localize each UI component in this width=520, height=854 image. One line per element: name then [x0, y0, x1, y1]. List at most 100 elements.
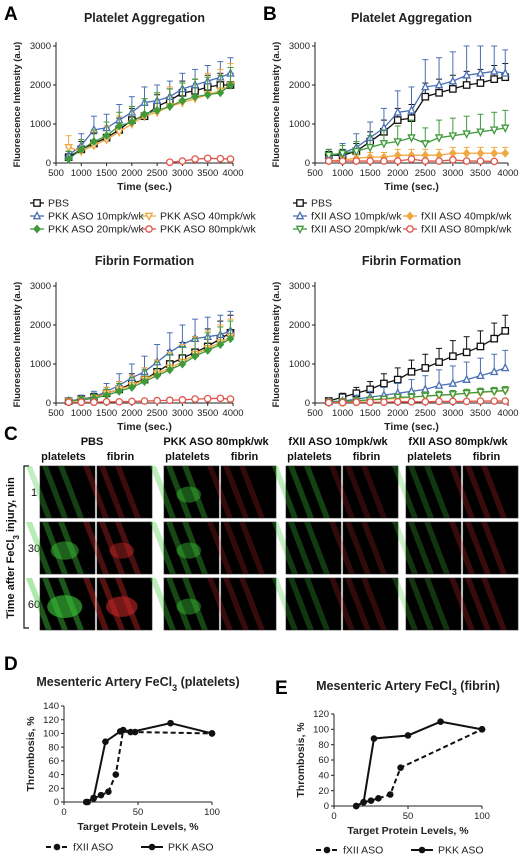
panel-letter-d: D [4, 654, 18, 675]
image-background [164, 522, 219, 574]
x-tick-label: 3500 [470, 408, 491, 419]
vessel-stripe [207, 466, 233, 518]
data-point [203, 394, 212, 403]
y-axis-label: Fluorescence Intensity (a.u) [271, 282, 282, 408]
vessel-stripe [481, 466, 507, 518]
column-label-platelets: platelets [165, 451, 210, 463]
image-background [221, 522, 276, 574]
y-tick-label: 1000 [289, 359, 310, 370]
image-frame [462, 577, 519, 631]
y-tick-label: 80 [48, 742, 59, 753]
series-line [68, 330, 231, 402]
vessel-stripe [99, 466, 125, 518]
image-frame [163, 521, 220, 575]
data-point [435, 358, 443, 366]
platelets-image [392, 577, 462, 631]
platelets-image [150, 465, 220, 519]
data-point [112, 771, 120, 778]
x-axis-label: Time (sec.) [117, 181, 172, 193]
data-point [203, 345, 212, 355]
thrombus [50, 541, 79, 560]
data-point [421, 384, 430, 393]
chart-mesenteric-platelets: Mesenteric Artery FeCl3 (platelets) 0 20 40… [25, 675, 240, 854]
platelets-image [150, 577, 220, 631]
x-tick-label: 500 [307, 168, 323, 179]
chart-platelet-aggregation-pkk: Platelet Aggregation 0 1000 2000 3000 500 1000… [12, 11, 256, 236]
image-background [40, 466, 95, 518]
image-frame [39, 465, 96, 519]
data-point [407, 397, 416, 406]
data-point [490, 397, 499, 405]
image-frame [96, 521, 153, 575]
data-point [216, 340, 225, 349]
chart-title-rest: (fibrin) [457, 679, 500, 693]
vessel-stripe [150, 522, 176, 574]
vessel-stripe [481, 522, 507, 574]
data-point [490, 334, 499, 343]
data-point [393, 157, 402, 165]
data-point [140, 377, 149, 387]
chart-mesenteric-fibrin: Mesenteric Artery FeCl3 (fibrin) 0 20 40 60 8… [295, 679, 500, 854]
x-tick-label: 3500 [197, 168, 218, 179]
legend-label: fXII ASO 20mpk/wk [311, 224, 402, 236]
data-point [435, 397, 443, 406]
data-point [437, 718, 444, 725]
fibrin-image [449, 521, 519, 575]
data-point [462, 148, 471, 158]
vessel-stripe [182, 522, 208, 574]
platelets-image [26, 577, 96, 631]
y-tick-label: 3000 [30, 41, 51, 52]
data-point [476, 68, 485, 77]
data-point [366, 398, 374, 407]
row-label-1: 1 [31, 487, 37, 499]
data-point [102, 397, 111, 406]
x-tick-label: 1000 [332, 408, 353, 419]
vessel-stripe [166, 578, 192, 630]
legend-marker [32, 210, 42, 220]
vessel-stripe [223, 522, 249, 574]
legend-label: PKK ASO 20mpk/wk [48, 224, 144, 236]
vessel-stripe [223, 466, 249, 518]
group-title: PKK ASO 80mpk/wk [163, 436, 269, 448]
thrombus [176, 542, 202, 559]
image-background [164, 578, 219, 630]
image-background [463, 522, 518, 574]
data-point [393, 397, 402, 406]
group-title: PBS [81, 436, 104, 448]
image-background [406, 578, 461, 630]
vessel-stripe [42, 522, 68, 574]
vessel-stripe [408, 522, 434, 574]
fibrin-image [207, 521, 277, 575]
data-point [380, 379, 388, 388]
data-point [167, 719, 174, 727]
legend-label: fXII ASO 80mpk/wk [421, 224, 512, 236]
vessel-stripe [182, 466, 208, 518]
y-tick-label: 20 [318, 786, 329, 797]
x-tick-label: 100 [474, 811, 490, 822]
series-fxii-aso-20mpk-wk [324, 109, 510, 161]
image-frame [220, 521, 277, 575]
fibrin-image [83, 465, 153, 519]
image-background [286, 466, 341, 518]
x-tick-label: 500 [307, 408, 323, 419]
platelets-image [392, 465, 462, 519]
x-tick-label: 500 [48, 408, 64, 419]
legend-label: fXII ASO [73, 842, 113, 854]
vessel-stripe [115, 522, 141, 574]
y-tick-label: 0 [305, 158, 310, 169]
vessel-stripe [392, 522, 418, 574]
data-point [324, 398, 333, 407]
vessel-stripe [115, 466, 141, 518]
column-label-platelets: platelets [41, 451, 86, 463]
chart-title: Fibrin Formation [362, 254, 461, 268]
x-tick-label: 2500 [147, 408, 168, 419]
data-point [476, 370, 485, 380]
column-label-platelets: platelets [407, 451, 452, 463]
data-point [489, 126, 499, 136]
data-point [421, 397, 430, 406]
vessel-stripe [424, 466, 450, 518]
y-tick-label: 100 [313, 725, 329, 736]
image-frame [405, 465, 462, 519]
vessel-stripe [166, 466, 192, 518]
